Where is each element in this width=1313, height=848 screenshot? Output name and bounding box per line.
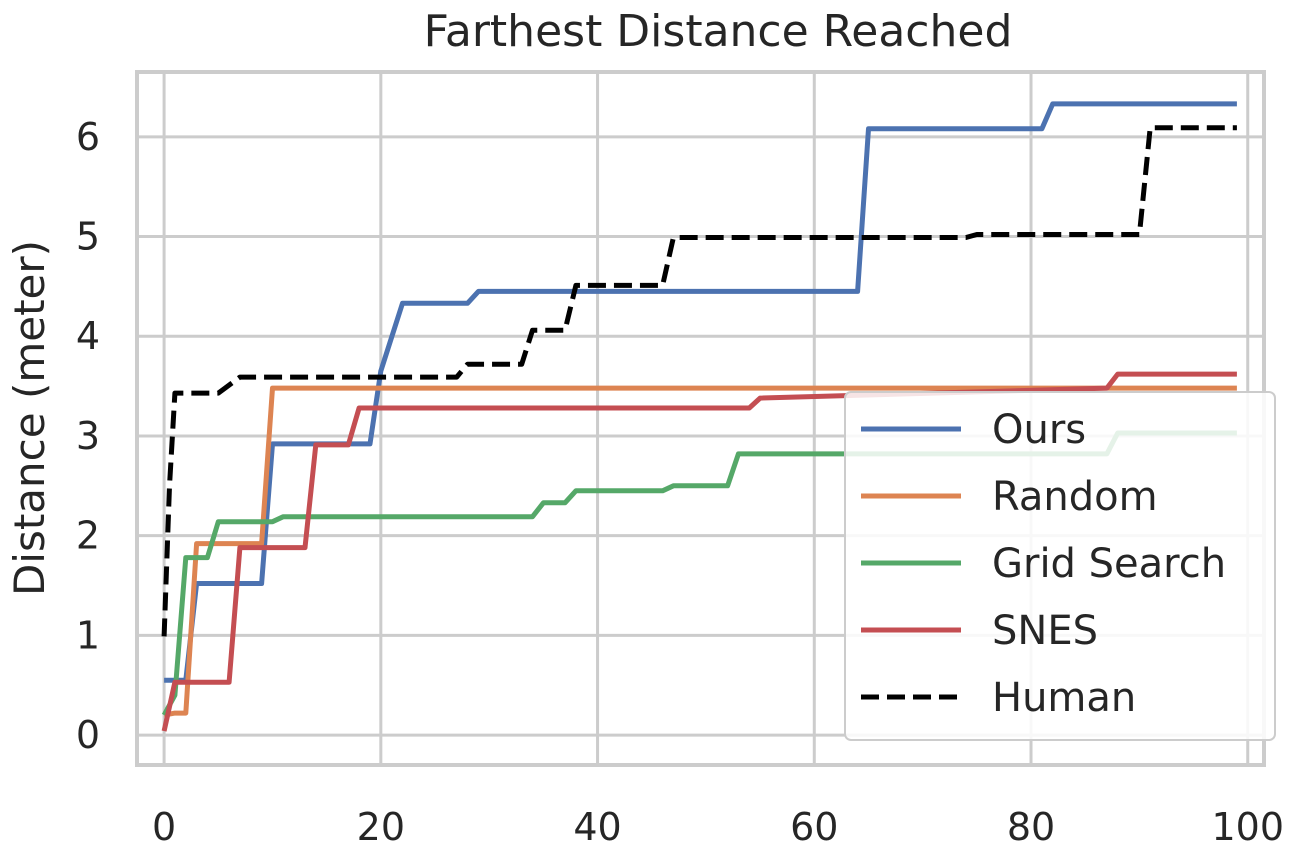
y-tick-label: 3 xyxy=(76,414,100,458)
y-tick-label: 0 xyxy=(76,713,100,757)
legend-items: Ours Random Grid Search SNES Human xyxy=(861,407,1226,721)
x-tick-labels: 0 20 40 60 80 100 xyxy=(152,805,1284,848)
x-tick-label: 80 xyxy=(1007,805,1055,848)
x-tick-label: 40 xyxy=(573,805,621,848)
y-tick-labels: 0 1 2 3 4 5 6 xyxy=(76,115,100,757)
legend-box xyxy=(844,391,1276,741)
x-tick-label: 0 xyxy=(152,805,176,848)
y-tick-label: 4 xyxy=(76,314,100,358)
legend-label-grid-search: Grid Search xyxy=(992,541,1226,587)
series-layer xyxy=(161,101,1237,732)
x-tick-label: 100 xyxy=(1211,805,1284,848)
chart-title: Farthest Distance Reached xyxy=(424,6,1013,57)
y-tick-label: 6 xyxy=(76,115,100,159)
legend-label-ours: Ours xyxy=(992,407,1086,453)
legend-label-human: Human xyxy=(992,675,1136,721)
y-tick-label: 1 xyxy=(76,613,100,657)
series-line-grid-search xyxy=(161,430,1237,717)
y-axis-label: Distance (meter) xyxy=(5,240,54,596)
series-line-human xyxy=(161,125,1237,637)
y-tick-label: 5 xyxy=(76,215,100,259)
legend-label-random: Random xyxy=(992,474,1158,520)
y-tick-label: 2 xyxy=(76,514,100,558)
legend-label-snes: SNES xyxy=(992,608,1098,654)
series-line-ours xyxy=(164,101,1237,683)
legend: Ours Random Grid Search SNES Human xyxy=(844,391,1276,741)
series-line-snes xyxy=(161,371,1237,732)
x-tick-label: 60 xyxy=(790,805,838,848)
x-tick-label: 20 xyxy=(357,805,405,848)
series-line-random xyxy=(163,385,1237,718)
